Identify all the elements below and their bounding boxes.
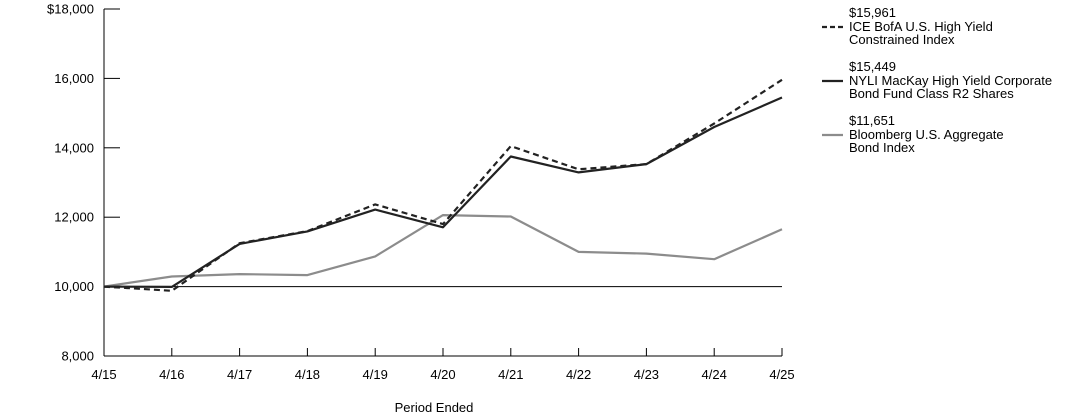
x-tick-label: 4/15 (91, 367, 116, 382)
series-line-1 (103, 78, 783, 292)
x-tick-label: 4/25 (769, 367, 794, 382)
series-line-2 (103, 96, 783, 288)
x-tick-label: 4/16 (159, 367, 184, 382)
legend-label: Constrained Index (849, 32, 955, 47)
x-tick-label: 4/23 (634, 367, 659, 382)
y-tick-label: 14,000 (54, 140, 94, 155)
legend-label: NYLI MacKay High Yield Corporate (849, 73, 1052, 88)
x-tick-label: 4/20 (430, 367, 455, 382)
legend-label: Bond Fund Class R2 Shares (849, 86, 1014, 101)
legend-end-value: $11,651 (849, 113, 895, 128)
y-tick-label: 8,000 (61, 349, 94, 364)
y-tick-labels: $18,000 16,000 14,000 12,000 10,000 8,000 (47, 2, 120, 364)
y-tick-label: 16,000 (54, 71, 94, 86)
x-tick-label: 4/18 (295, 367, 320, 382)
x-tick-label: 4/19 (363, 367, 388, 382)
x-tick-label: 4/24 (702, 367, 727, 382)
x-tick-labels: 4/15 4/16 4/17 4/18 4/19 4/20 4/21 4/22 4/23 4/24… (91, 348, 795, 382)
y-tick-label: $18,000 (47, 2, 94, 17)
legend-label: Bloomberg U.S. Aggregate (849, 127, 1004, 142)
x-tick-label: 4/17 (227, 367, 252, 382)
legend-label: ICE BofA U.S. High Yield (849, 19, 993, 34)
series-lines (103, 78, 783, 292)
series-line-3 (103, 214, 783, 288)
x-tick-label: 4/21 (498, 367, 523, 382)
legend-label: Bond Index (849, 140, 915, 155)
x-axis-title: Period Ended (395, 400, 474, 415)
x-tick-label: 4/22 (566, 367, 591, 382)
legend-end-value: $15,961 (849, 5, 896, 20)
y-tick-label: 12,000 (54, 210, 94, 225)
axes (103, 9, 782, 357)
legend-end-value: $15,449 (849, 59, 896, 74)
y-tick-label: 10,000 (54, 279, 94, 294)
